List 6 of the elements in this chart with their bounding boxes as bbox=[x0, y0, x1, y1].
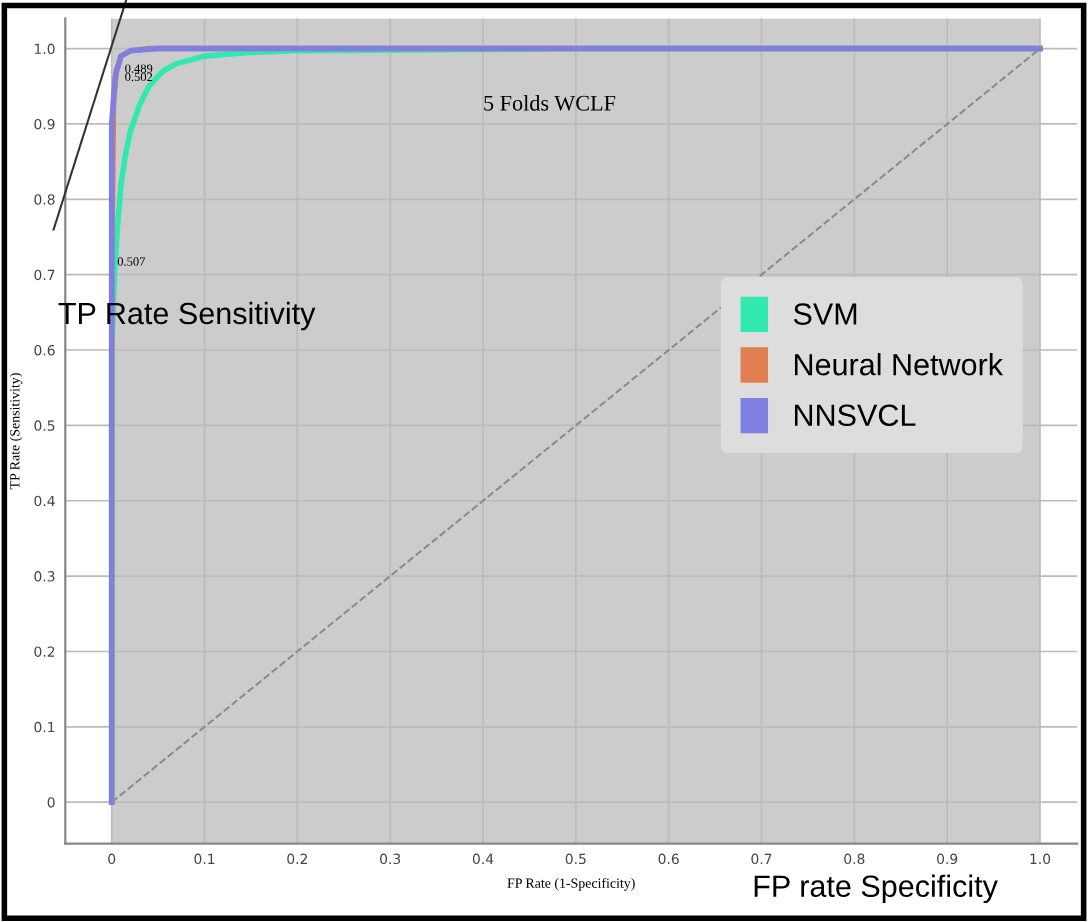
legend-label: Neural Network bbox=[794, 353, 1004, 376]
annotation: TP Rate Sensitivity bbox=[58, 301, 316, 331]
legend-label: NNSVCL bbox=[794, 404, 916, 427]
legend-label: SVM bbox=[793, 303, 857, 325]
annotation: 5 Folds WCLF bbox=[484, 95, 616, 111]
text: FP rate Specificity bbox=[754, 874, 998, 904]
